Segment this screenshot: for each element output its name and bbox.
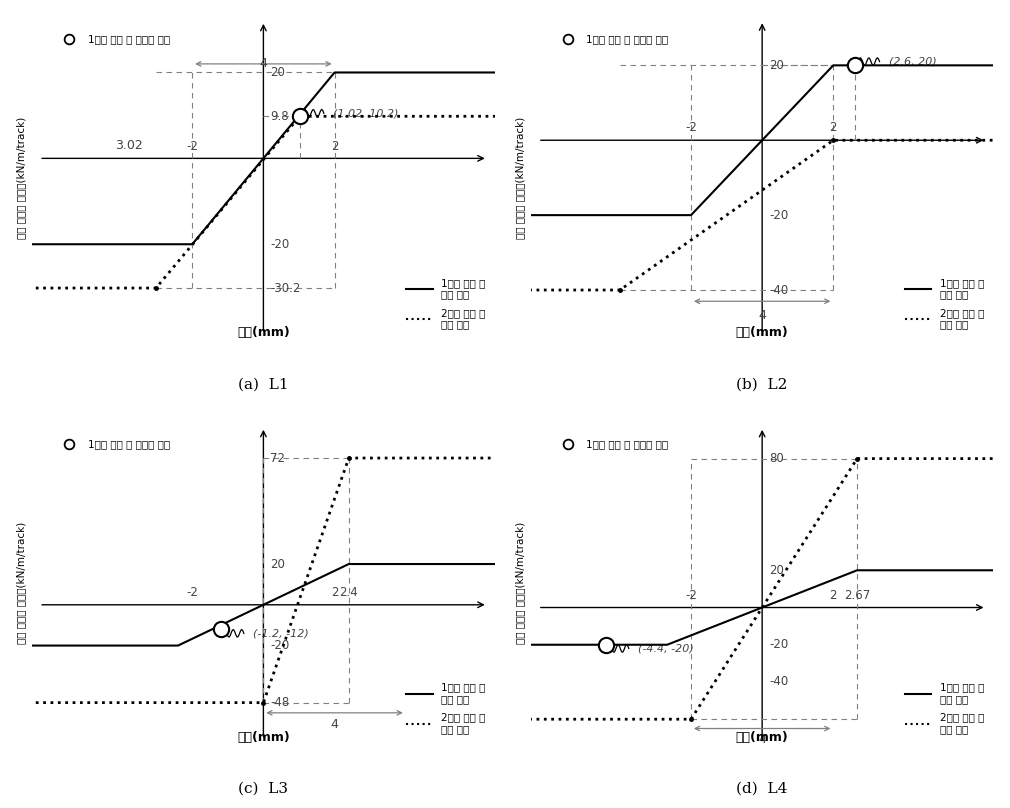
Text: 변위(mm): 변위(mm) (237, 326, 290, 339)
Legend: 1단계 해석 시
적용 선도, 2단계 해석 시
적용 선도: 1단계 해석 시 적용 선도, 2단계 해석 시 적용 선도 (901, 679, 988, 739)
Text: 20: 20 (769, 564, 784, 577)
Y-axis label: 군도 종방향 저항력(kN/m/track): 군도 종방향 저항력(kN/m/track) (515, 521, 525, 643)
Text: 1단계 해석 후 지항력 응답: 1단계 해석 후 지항력 응답 (88, 34, 170, 44)
Text: 4: 4 (759, 309, 767, 322)
Text: -20: -20 (271, 639, 290, 652)
Text: -2: -2 (685, 589, 697, 602)
Text: (2.6, 20): (2.6, 20) (889, 57, 936, 66)
Text: -40: -40 (769, 675, 789, 688)
Text: 3.02: 3.02 (115, 139, 142, 152)
Y-axis label: 군도 종방향 저항력(kN/m/track): 군도 종방향 저항력(kN/m/track) (17, 116, 26, 239)
Text: -20: -20 (271, 238, 290, 250)
Text: 2: 2 (829, 121, 837, 134)
Text: (a)  L1: (a) L1 (238, 377, 289, 391)
Text: (c)  L3: (c) L3 (238, 782, 289, 796)
Text: -20: -20 (769, 638, 789, 651)
Text: 1단계 해석 후 지항력 응답: 1단계 해석 후 지항력 응답 (587, 439, 669, 449)
Text: 2: 2 (331, 140, 338, 153)
Text: -2: -2 (685, 121, 697, 134)
Y-axis label: 군도 종방향 저항력(kN/m/track): 군도 종방향 저항력(kN/m/track) (17, 521, 26, 643)
Text: -20: -20 (769, 208, 789, 221)
Text: 2.4: 2.4 (339, 586, 359, 599)
Text: 1단계 해석 후 지항력 응답: 1단계 해석 후 지항력 응답 (88, 439, 170, 449)
Text: -30.2: -30.2 (271, 281, 301, 295)
Legend: 1단계 해석 시
적용 선도, 2단계 해석 시
적용 선도: 1단계 해석 시 적용 선도, 2단계 해석 시 적용 선도 (402, 679, 490, 739)
Text: 2: 2 (331, 586, 338, 599)
Text: 20: 20 (271, 558, 285, 570)
Text: (-4.4, -20): (-4.4, -20) (638, 643, 694, 654)
Text: 72: 72 (271, 452, 286, 465)
Text: -40: -40 (769, 284, 789, 297)
Text: 변위(mm): 변위(mm) (735, 730, 789, 743)
Text: 9.8: 9.8 (271, 110, 289, 123)
Text: (b)  L2: (b) L2 (736, 377, 788, 391)
Text: -2: -2 (186, 586, 198, 599)
Text: 4: 4 (759, 733, 767, 746)
Text: (1.02, 10.2): (1.02, 10.2) (333, 108, 399, 118)
Text: 20: 20 (271, 66, 285, 79)
Text: 변위(mm): 변위(mm) (735, 326, 789, 339)
Text: -2: -2 (186, 140, 198, 153)
Legend: 1단계 해석 시
적용 선도, 2단계 해석 시
적용 선도: 1단계 해석 시 적용 선도, 2단계 해석 시 적용 선도 (402, 274, 490, 334)
Text: -48: -48 (271, 696, 290, 709)
Text: 4: 4 (260, 57, 268, 70)
Text: (d)  L4: (d) L4 (736, 782, 788, 796)
Text: (-1.2, -12): (-1.2, -12) (254, 629, 309, 638)
Text: 2: 2 (829, 589, 837, 602)
Text: 80: 80 (769, 452, 784, 465)
Text: 20: 20 (769, 59, 784, 72)
Text: 4: 4 (330, 718, 338, 731)
Text: 1단계 해석 후 지항력 응답: 1단계 해석 후 지항력 응답 (587, 34, 669, 44)
Y-axis label: 군도 종방향 저항력(kN/m/track): 군도 종방향 저항력(kN/m/track) (515, 116, 525, 239)
Text: 2.67: 2.67 (844, 589, 871, 602)
Text: 변위(mm): 변위(mm) (237, 730, 290, 743)
Legend: 1단계 해석 시
적용 선도, 2단계 해석 시
적용 선도: 1단계 해석 시 적용 선도, 2단계 해석 시 적용 선도 (901, 274, 988, 334)
